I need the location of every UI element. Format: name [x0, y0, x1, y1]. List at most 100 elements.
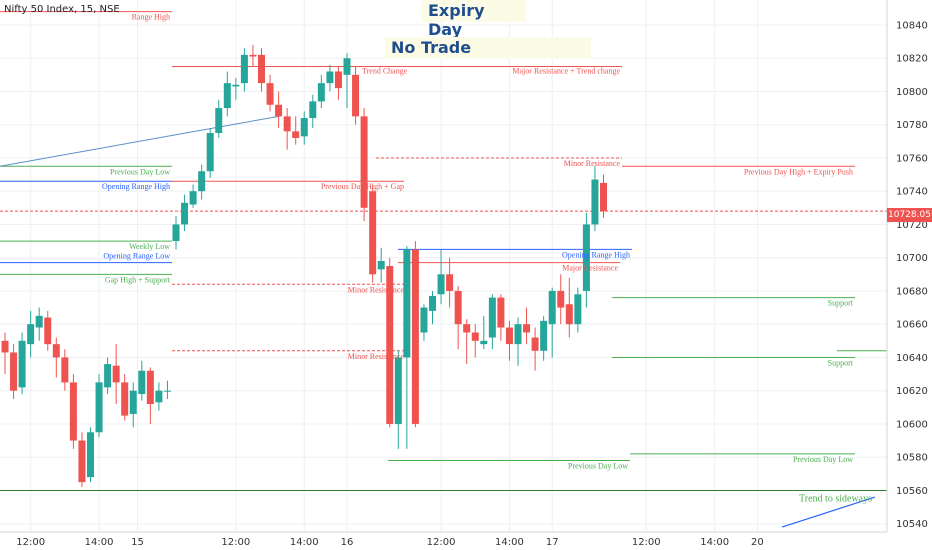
candle-body: [471, 332, 479, 341]
symbol-title: Nifty 50 Index, 15, NSE: [4, 4, 120, 15]
chart-grid: [0, 0, 887, 532]
y-tick-label: 10800: [896, 87, 928, 98]
candle-body: [488, 297, 496, 338]
x-tick-label: 17: [546, 537, 559, 548]
x-tick-label: 14:00: [495, 537, 524, 548]
x-tick-label: 14:00: [85, 537, 114, 548]
candles: [1, 44, 607, 488]
level-label: Opening Range High: [562, 250, 630, 259]
rising-trend-line: [0, 115, 279, 167]
level-label: Minor Resistance: [348, 285, 405, 294]
candle-body: [540, 320, 548, 351]
candle-body: [215, 108, 223, 133]
candle-body: [292, 131, 300, 138]
candle-body: [78, 440, 86, 483]
candle-body: [223, 83, 231, 109]
candle-body: [95, 382, 103, 433]
candle-body: [317, 83, 325, 102]
candle-body: [240, 54, 248, 84]
y-tick-label: 10760: [896, 153, 928, 164]
candle-body: [172, 224, 180, 242]
price-levels: [0, 11, 887, 491]
candle-body: [275, 104, 283, 117]
candle-body: [258, 54, 265, 84]
candle-body: [283, 116, 291, 132]
candle-body: [206, 133, 214, 172]
candle-body: [104, 364, 112, 388]
candle-body: [163, 390, 171, 392]
candle-body: [35, 315, 43, 328]
level-label: Minor Resistance: [564, 159, 621, 168]
y-tick-label: 10580: [896, 453, 928, 464]
candle-body: [454, 290, 462, 325]
expiry-day-banner: Expiry Day: [422, 0, 526, 39]
candle-body: [334, 71, 342, 89]
candle-body: [574, 294, 582, 325]
candle-body: [129, 390, 137, 414]
candle-body: [121, 382, 129, 416]
candle-body: [249, 54, 257, 57]
level-label: Gap High + Support: [105, 275, 171, 284]
candle-body: [377, 261, 385, 270]
trend-lines: [0, 115, 876, 528]
level-label: Trend Change: [362, 67, 408, 76]
candle-body: [112, 365, 120, 383]
candle-body: [138, 370, 146, 395]
candle-body: [155, 390, 163, 403]
candle-body: [548, 290, 556, 325]
time-axis[interactable]: 12:00 14:00 15 12:00 14:00 16 12:00 14:00 17 12:0…: [16, 537, 764, 548]
sideways-trend-line: [781, 496, 876, 528]
y-tick-label: 10740: [896, 187, 928, 198]
candle-body: [514, 324, 522, 345]
candle-body: [309, 101, 317, 119]
candle-body: [505, 327, 513, 345]
level-label: Previous Day High + Expiry Push: [744, 167, 853, 176]
candle-body: [266, 83, 274, 105]
candle-body: [300, 118, 308, 137]
candle-body: [360, 116, 368, 208]
y-tick-label: 10540: [896, 519, 928, 530]
candle-body: [198, 171, 206, 192]
candle-body: [69, 382, 77, 441]
price-axis[interactable]: 10540 10560 10580 10600 10620 10640 10660 10680…: [896, 20, 928, 530]
candle-body: [480, 340, 488, 345]
level-labels: Range High Trend Change Major Resistance +…: [102, 13, 872, 505]
level-label: Support: [828, 299, 854, 308]
annotation-label: Trend to sideways: [799, 493, 872, 504]
candle-body: [352, 74, 360, 117]
level-label: Weekly Low: [129, 242, 170, 251]
candle-body: [394, 357, 402, 424]
y-tick-label: 10620: [896, 386, 928, 397]
candle-body: [369, 191, 377, 275]
level-label: Opening Range High: [102, 182, 170, 191]
level-label: Previous Day Low: [793, 455, 853, 464]
candle-body: [18, 340, 26, 388]
y-tick-label: 10820: [896, 54, 928, 65]
candle-body: [429, 295, 436, 311]
candle-body: [446, 274, 454, 291]
x-tick-label: 14:00: [290, 537, 319, 548]
y-tick-label: 10840: [896, 20, 928, 31]
candle-body: [582, 224, 590, 291]
x-tick-label: 15: [131, 537, 144, 548]
candle-body: [343, 58, 351, 75]
x-tick-label: 20: [751, 537, 764, 548]
candle-body: [189, 191, 197, 205]
candle-body: [44, 317, 52, 345]
candle-body: [557, 290, 565, 308]
candle-body: [10, 352, 18, 391]
last-price-tag: 10728.05: [887, 208, 932, 222]
level-label: Range High: [132, 13, 170, 22]
level-label: Major Resistance: [562, 264, 618, 273]
level-label: Previous Day Low: [568, 462, 628, 471]
y-tick-label: 10780: [896, 120, 928, 131]
y-tick-label: 10660: [896, 320, 928, 331]
candle-body: [591, 179, 599, 225]
x-tick-label: 14:00: [700, 537, 729, 548]
x-tick-label: 12:00: [16, 537, 45, 548]
y-tick-label: 10600: [896, 419, 928, 430]
candle-body: [87, 432, 94, 478]
x-tick-label: 12:00: [427, 537, 456, 548]
level-label: Major Resistance + Trend change: [512, 67, 620, 76]
